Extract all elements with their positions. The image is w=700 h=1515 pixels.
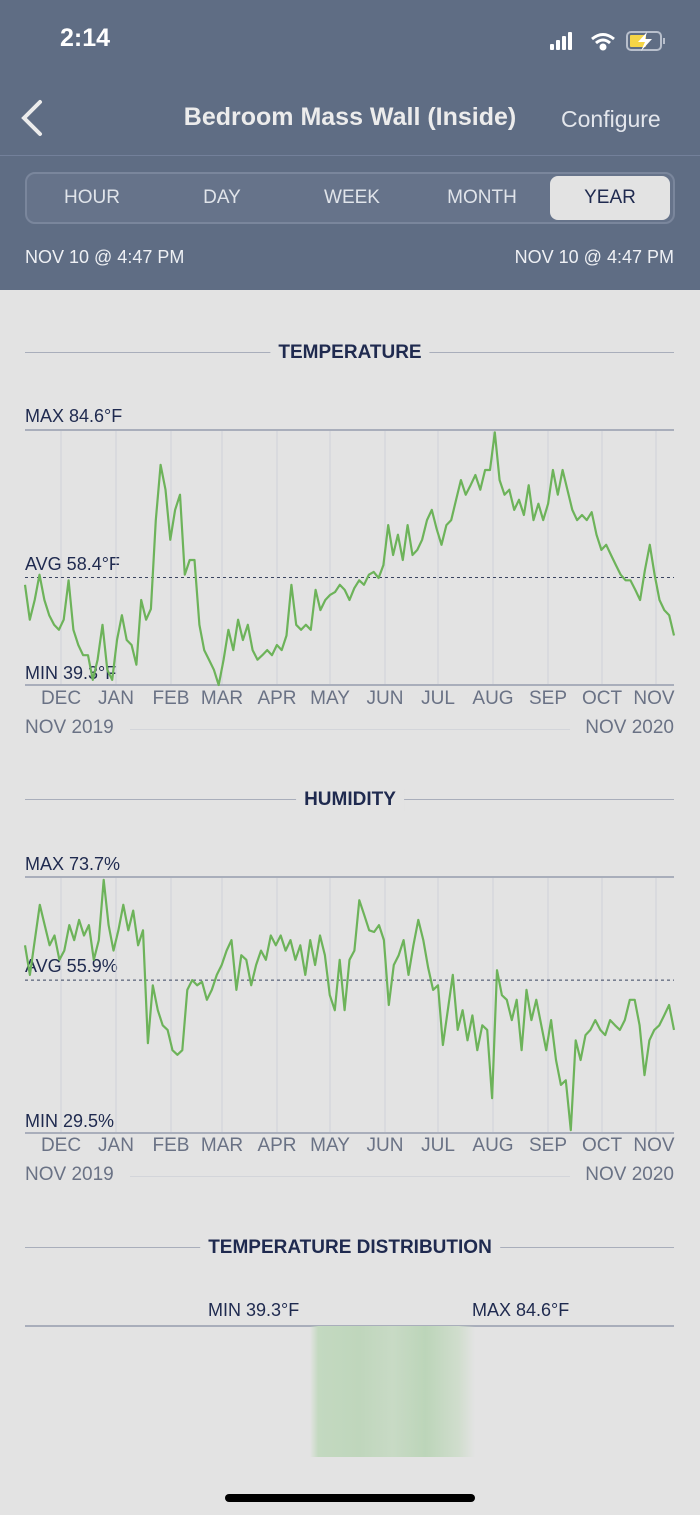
status-icons	[550, 31, 665, 51]
month-label: JAN	[98, 688, 134, 709]
distribution-min-label: MIN 39.3°F	[208, 1300, 300, 1320]
temp-avg-label: AVG 58.4°F	[25, 554, 120, 574]
month-label: APR	[257, 1135, 297, 1156]
distribution-title: TEMPERATURE DISTRIBUTION	[200, 1237, 500, 1259]
month-label: APR	[257, 688, 297, 709]
tab-month[interactable]: MONTH	[447, 187, 517, 208]
month-label: NOV	[633, 1135, 675, 1156]
status-time: 2:14	[60, 24, 111, 52]
month-label: MAR	[200, 1135, 244, 1156]
start-date: NOV 10 @ 4:47 PM	[25, 247, 185, 267]
temp-start-label: NOV 2019	[25, 717, 114, 738]
distribution-max-label: MAX 84.6°F	[472, 1300, 570, 1320]
battery-charging-icon	[626, 31, 665, 51]
temp-end-label: NOV 2020	[585, 717, 674, 738]
humidity-start-label: NOV 2019	[25, 1164, 114, 1185]
series-line	[23, 878, 676, 1132]
time-range-tabs: HOUR DAY WEEK MONTH YEAR	[25, 172, 675, 224]
month-label: AUG	[472, 688, 514, 709]
month-label: OCT	[581, 688, 623, 709]
range-line	[130, 729, 570, 730]
month-label: JUN	[366, 1135, 404, 1156]
month-label: NOV	[633, 688, 675, 709]
humidity-chart	[23, 876, 676, 1134]
month-label: MAY	[310, 1135, 350, 1156]
end-date: NOV 10 @ 4:47 PM	[514, 247, 674, 267]
header-divider	[0, 155, 700, 156]
month-label: SEP	[528, 688, 568, 709]
temperature-title: TEMPERATURE	[270, 342, 430, 364]
tab-hour[interactable]: HOUR	[64, 187, 120, 208]
humidity-end-label: NOV 2020	[585, 1164, 674, 1185]
humidity-max-label: MAX 73.7%	[25, 854, 121, 874]
tab-year[interactable]: YEAR	[550, 176, 670, 220]
month-label: JUL	[421, 688, 455, 709]
humidity-avg-label: AVG 55.9%	[25, 956, 118, 976]
range-line	[130, 1176, 570, 1177]
back-chevron-icon[interactable]	[18, 98, 48, 138]
month-label: JAN	[98, 1135, 134, 1156]
month-label: FEB	[152, 688, 190, 709]
tab-week[interactable]: WEEK	[324, 187, 380, 208]
month-label: DEC	[40, 1135, 82, 1156]
month-label: JUL	[421, 1135, 455, 1156]
humidity-min-label: MIN 29.5%	[25, 1111, 115, 1131]
month-label: OCT	[581, 1135, 623, 1156]
month-label: MAR	[200, 688, 244, 709]
distribution-bar	[310, 1326, 475, 1457]
month-label: DEC	[40, 688, 82, 709]
configure-button[interactable]: Configure	[561, 106, 661, 132]
wifi-icon	[591, 33, 615, 51]
page-title: Bedroom Mass Wall (Inside)	[183, 103, 517, 131]
month-label: JUN	[366, 688, 404, 709]
humidity-title: HUMIDITY	[296, 789, 404, 811]
month-label: FEB	[152, 1135, 190, 1156]
home-indicator[interactable]	[225, 1494, 475, 1502]
month-label: AUG	[472, 1135, 514, 1156]
temp-max-label: MAX 84.6°F	[25, 406, 123, 426]
month-label: MAY	[310, 688, 350, 709]
series-line	[23, 431, 676, 687]
month-label: SEP	[528, 1135, 568, 1156]
header: 2:14 Bedroom Mass Wall (Inside) Configur…	[0, 0, 700, 290]
signal-icon	[550, 32, 572, 50]
temperature-chart	[23, 429, 676, 687]
tab-day[interactable]: DAY	[203, 187, 241, 208]
